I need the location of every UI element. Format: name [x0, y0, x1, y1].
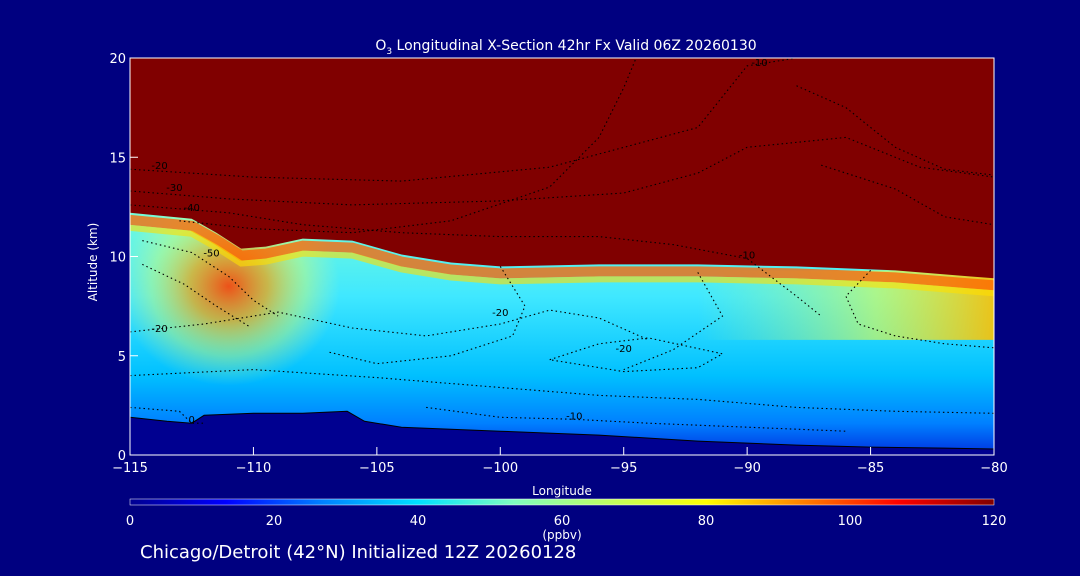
- colorbar-tick-label: 40: [410, 514, 427, 529]
- contour-label: -20: [492, 308, 508, 319]
- contour-line: [130, 406, 205, 424]
- x-axis: −115 −110 −105 −100 −95 −90 −85 −80: [112, 447, 1008, 476]
- contour-line: [130, 369, 994, 414]
- contour-label: -10: [751, 58, 767, 69]
- run-info-footer: Chicago/Detroit (42°N) Initialized 12Z 2…: [140, 542, 577, 563]
- colorbar-tick-label: 60: [554, 514, 571, 529]
- contour-line: [845, 270, 994, 349]
- x-axis-title: Longitude: [532, 484, 592, 498]
- contour-line: [426, 406, 846, 432]
- colorbar-tick-label: 20: [266, 514, 283, 529]
- colorbar: 0 20 40 60 80 100 120 (ppbv): [126, 498, 1007, 542]
- tropopause-transition-band: [130, 214, 994, 291]
- x-tick-label: −90: [733, 461, 760, 476]
- x-tick-label: −85: [857, 461, 884, 476]
- colorbar-tick-label: 80: [698, 514, 715, 529]
- x-tick-label: −105: [359, 461, 395, 476]
- contour-label: -30: [166, 183, 182, 194]
- x-tick-label: −110: [236, 461, 272, 476]
- y-tick-label: 10: [109, 251, 126, 266]
- contour-label: -50: [203, 249, 219, 260]
- y-tick-label: 5: [118, 350, 126, 365]
- colorbar-unit: (ppbv): [542, 528, 581, 542]
- y-axis-title: Altitude (km): [86, 223, 100, 302]
- chart-title: O3 Longitudinal X-Section 42hr Fx Valid …: [375, 38, 756, 57]
- contour-line: [549, 337, 725, 373]
- contour-line: [130, 58, 797, 182]
- contour-line: [796, 85, 994, 176]
- y-tick-label: 20: [109, 52, 126, 67]
- contour-label: -20: [151, 324, 167, 335]
- contour-label: -20: [616, 344, 632, 355]
- plot-area: -10 -20 -30-40 -50 -20 -10 -20 -20 -10 0: [130, 58, 994, 455]
- tropopause-transition-band-yellow: [130, 224, 994, 297]
- colorbar-gradient: [129, 498, 995, 506]
- contour-label: 0: [189, 415, 195, 426]
- contour-line: [130, 309, 649, 341]
- contour-label: -10: [739, 251, 755, 262]
- y-axis: 0 5 10 15 20: [109, 52, 138, 464]
- y-tick-label: 15: [109, 151, 126, 166]
- colorbar-tick-label: 120: [982, 514, 1007, 529]
- x-tick-label: −115: [112, 461, 148, 476]
- x-tick-label: −80: [980, 461, 1007, 476]
- stratosphere-region: [130, 58, 994, 279]
- terrain-region: [130, 410, 994, 455]
- x-tick-label: −100: [482, 461, 518, 476]
- contour-label: -20: [151, 161, 167, 172]
- contour-label: -10: [566, 411, 582, 422]
- contour-line: [142, 240, 279, 317]
- contour-line: [130, 136, 994, 206]
- colorbar-ticks: 0 20 40 60 80 100 120: [126, 514, 1007, 529]
- contour-line: [179, 58, 637, 234]
- y-tick-label: 0: [118, 449, 126, 464]
- contour-line: [142, 263, 249, 327]
- contour-lines: [130, 58, 994, 432]
- contour-label: -40: [184, 203, 200, 214]
- contour-labels: -10 -20 -30-40 -50 -20 -10 -20 -20 -10 0: [151, 58, 767, 426]
- x-tick-label: −95: [610, 461, 637, 476]
- colorbar-tick-label: 0: [126, 514, 134, 529]
- colorbar-tick-label: 100: [838, 514, 863, 529]
